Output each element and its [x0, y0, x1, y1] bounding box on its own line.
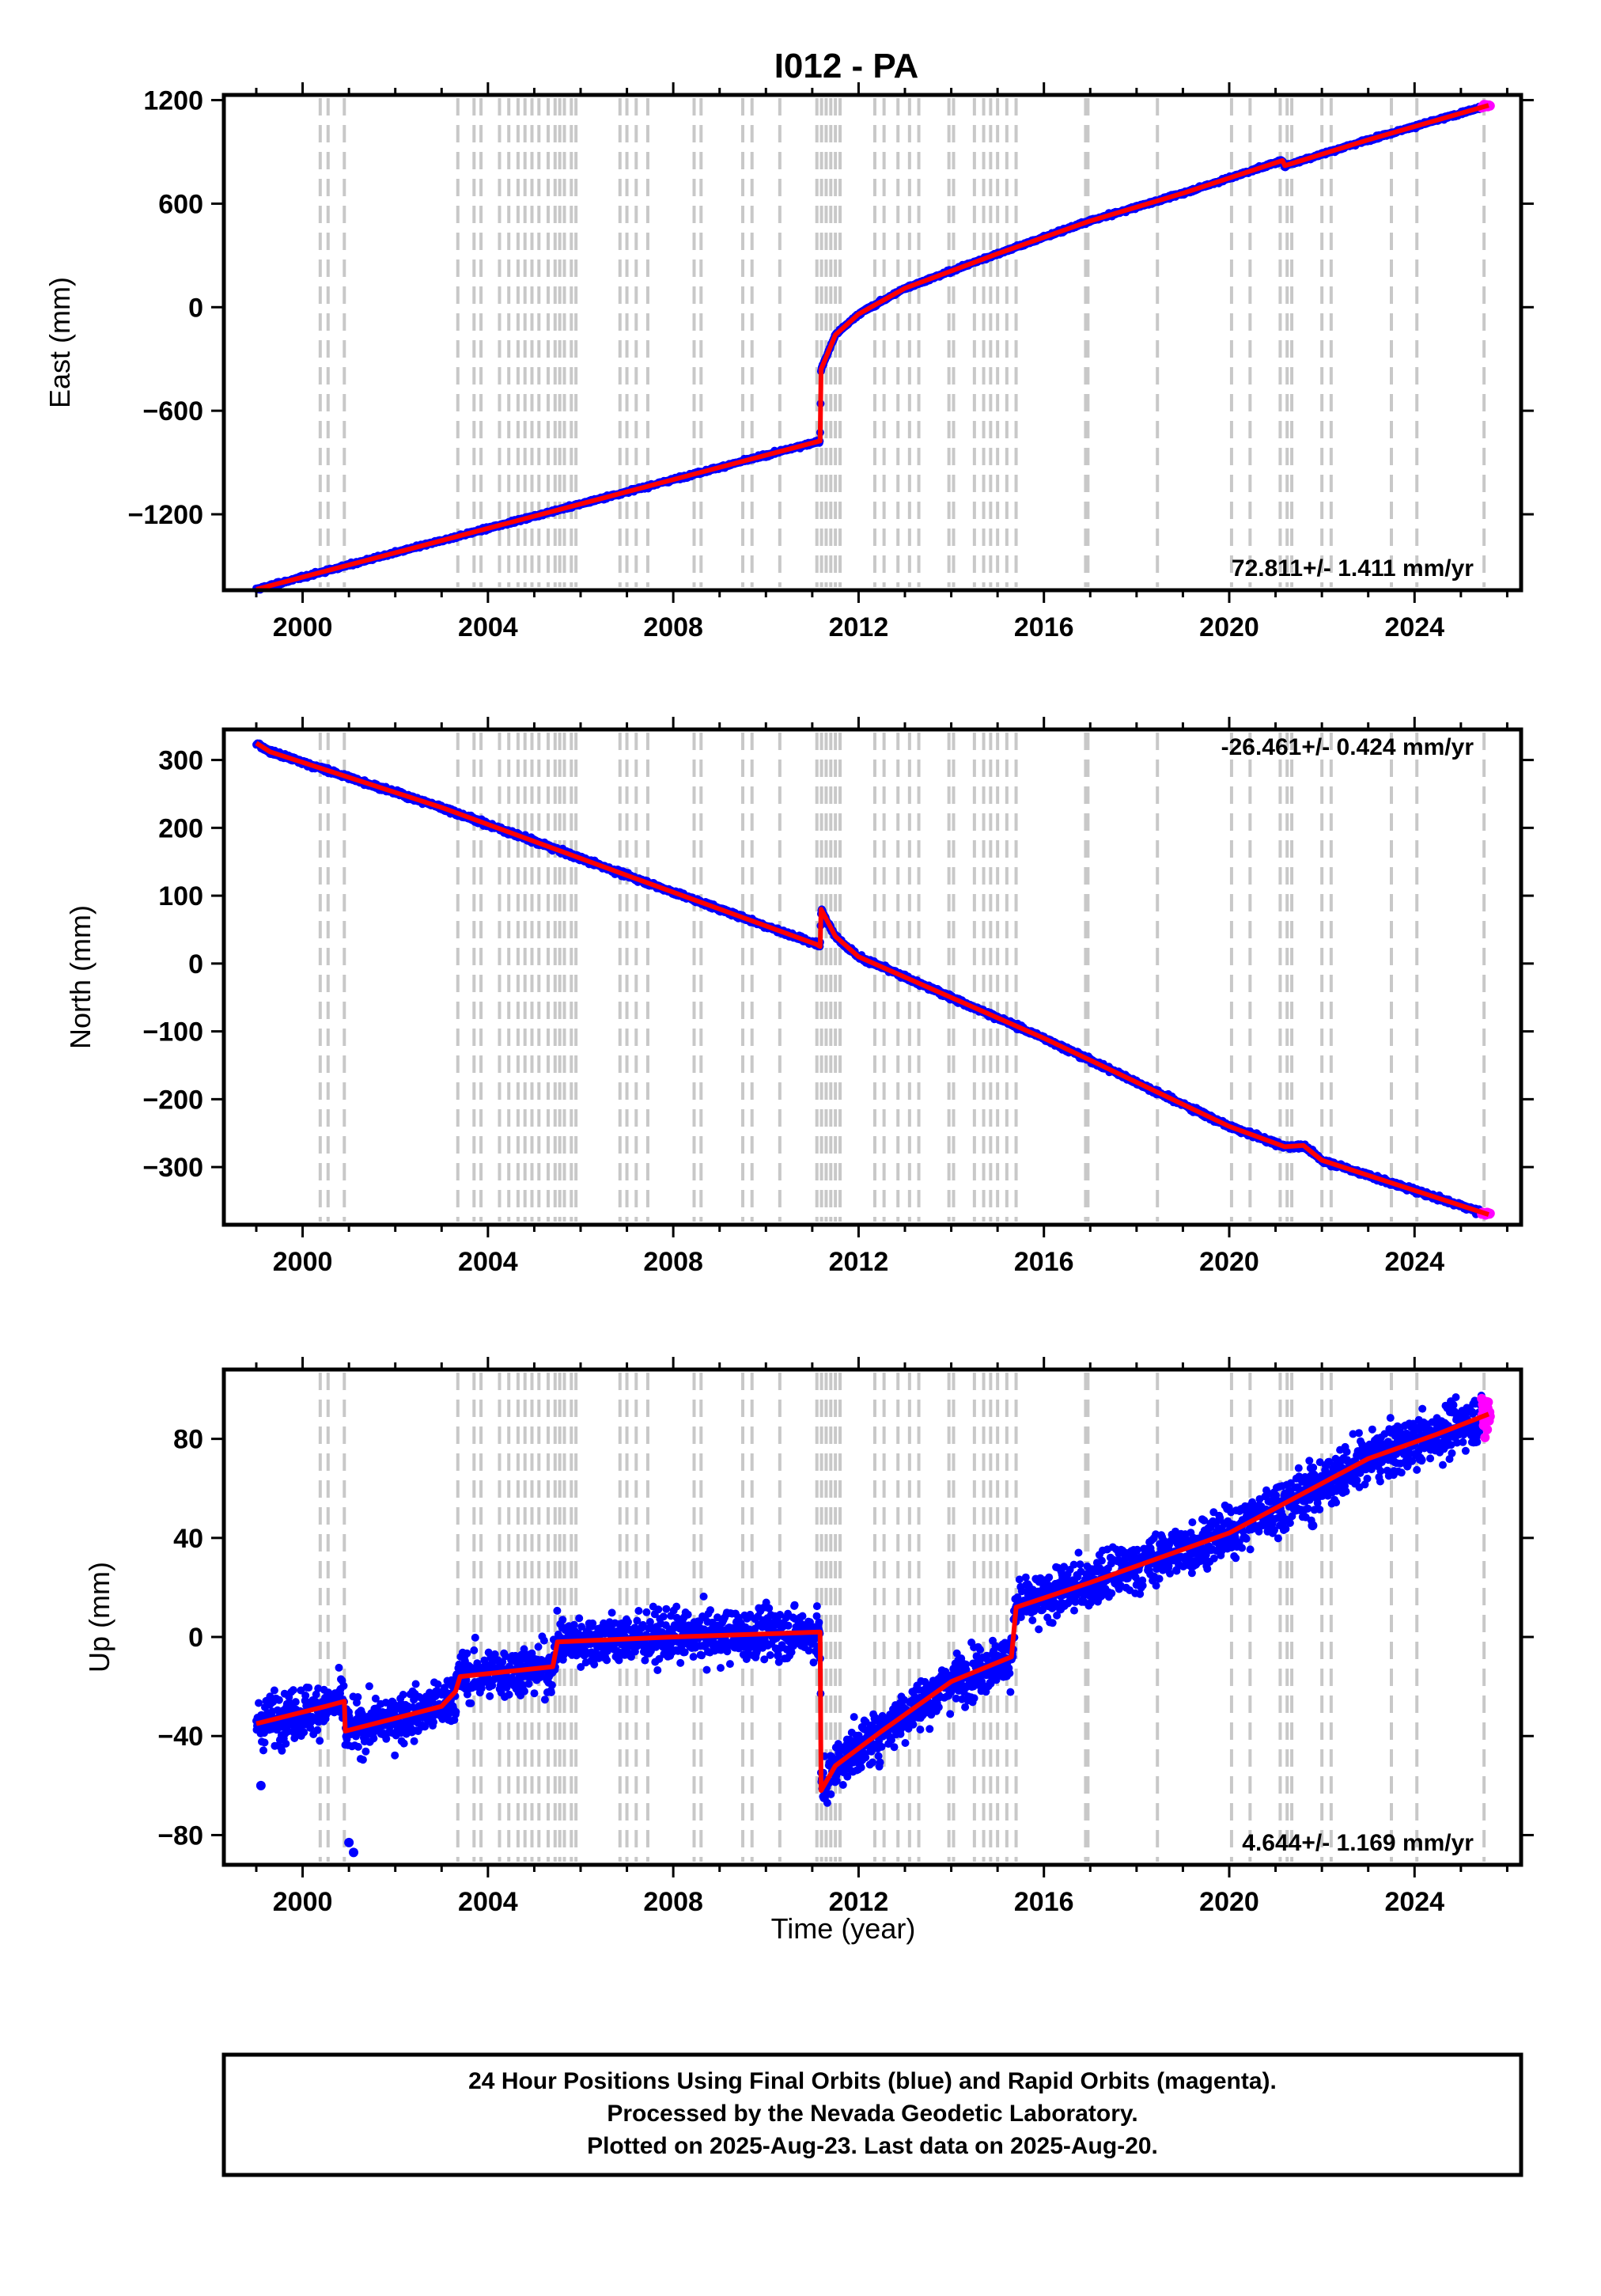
chart-title: I012 - PA: [774, 47, 919, 85]
event-lines: [318, 98, 1486, 587]
y-tick-label: 600: [158, 189, 203, 219]
y-tick-label: 1200: [143, 86, 203, 116]
plot-frame: [221, 93, 1523, 593]
x-tick-label: 2020: [1199, 612, 1259, 642]
y-tick-label: −600: [142, 396, 203, 426]
east-panel: 2000 2004 2008 2012 2016 2020 2024 −1200 −600 0 60…: [44, 82, 1534, 642]
north-panel: 2000 2004 2008 2012 2016 2020 2024−300−200−100…: [64, 717, 1534, 1277]
y-tick-label: 0: [188, 293, 203, 323]
velocity-label: 72.811+/- 1.411 mm/yr: [1232, 555, 1474, 582]
y-axis-label: East (mm): [44, 277, 76, 408]
model-line: [255, 103, 1489, 592]
x-tick-label: 2008: [643, 612, 703, 642]
x-tick-label: 2012: [829, 612, 889, 642]
x-tick-label: 2004: [458, 612, 518, 642]
x-tick-label: 2000: [273, 612, 333, 642]
x-tick-label: 2024: [1384, 612, 1444, 642]
y-tick-label: −1200: [128, 500, 204, 530]
x-tick-label: 2016: [1014, 612, 1074, 642]
